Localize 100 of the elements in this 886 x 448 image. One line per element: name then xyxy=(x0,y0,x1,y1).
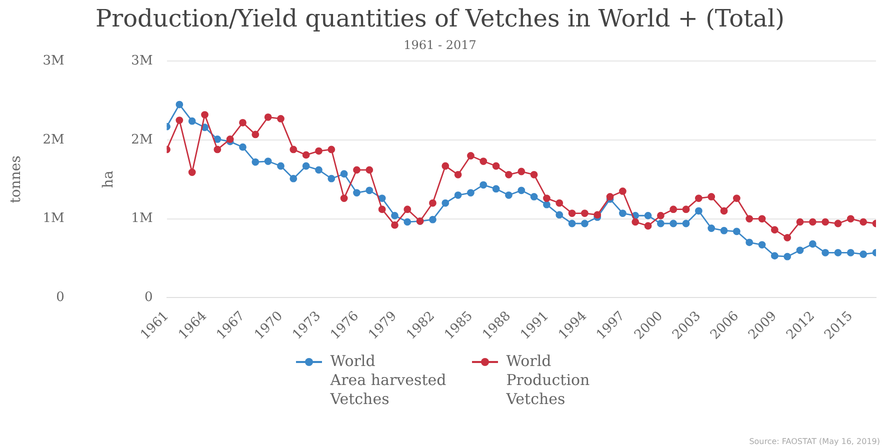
point xyxy=(530,170,538,178)
point xyxy=(784,252,792,260)
point xyxy=(619,188,626,195)
point xyxy=(746,238,754,246)
point xyxy=(302,162,310,170)
point xyxy=(277,115,284,122)
point xyxy=(732,194,740,202)
point xyxy=(505,191,512,199)
point xyxy=(846,215,854,222)
point xyxy=(694,194,702,202)
point xyxy=(226,136,234,143)
point xyxy=(834,220,842,228)
point xyxy=(720,207,728,215)
point xyxy=(404,206,412,214)
legend-label: World Area harvested Vetches xyxy=(330,352,446,409)
point xyxy=(732,228,740,236)
point xyxy=(860,218,868,226)
point xyxy=(708,193,716,200)
point xyxy=(340,170,348,178)
point xyxy=(480,158,488,165)
point xyxy=(391,221,398,229)
point xyxy=(176,100,184,108)
y-tick-label: 3M xyxy=(42,54,64,69)
point xyxy=(632,218,640,226)
point xyxy=(264,113,272,121)
point xyxy=(353,189,360,196)
point xyxy=(315,166,322,174)
point xyxy=(239,143,246,151)
point xyxy=(556,199,564,207)
point xyxy=(467,152,474,160)
point xyxy=(656,212,664,220)
y-axis-title: tonnes xyxy=(8,156,24,204)
point xyxy=(860,250,868,258)
y-tick-label: 2M xyxy=(42,132,64,148)
point xyxy=(480,181,488,189)
point xyxy=(328,146,336,154)
point xyxy=(492,185,500,193)
point xyxy=(784,234,792,242)
point xyxy=(214,136,222,143)
point xyxy=(543,200,550,208)
point xyxy=(442,199,450,207)
point xyxy=(429,216,436,224)
point xyxy=(442,162,450,170)
point xyxy=(543,194,550,202)
point xyxy=(302,151,310,159)
point xyxy=(720,226,728,234)
point xyxy=(796,218,804,226)
point xyxy=(518,186,526,194)
point xyxy=(834,248,842,256)
point xyxy=(467,189,474,196)
point xyxy=(328,174,336,182)
point xyxy=(581,210,588,217)
point xyxy=(682,220,690,228)
point xyxy=(619,210,626,217)
point xyxy=(846,248,854,256)
point xyxy=(746,215,754,222)
point xyxy=(606,193,614,200)
legend-label: World Production Vetches xyxy=(506,352,590,409)
point xyxy=(378,194,386,202)
point xyxy=(758,241,766,248)
y-tick-label: 0 xyxy=(56,290,64,305)
point xyxy=(252,130,260,138)
point xyxy=(822,218,830,226)
point xyxy=(556,211,564,219)
point xyxy=(391,212,398,220)
point xyxy=(770,252,778,260)
point xyxy=(454,170,462,178)
y2-tick-label: 1M xyxy=(131,211,153,226)
point xyxy=(530,193,538,200)
point xyxy=(252,158,260,166)
point xyxy=(656,220,664,228)
point xyxy=(796,246,804,254)
point xyxy=(214,146,222,154)
chart-title: Production/Yield quantities of Vetches in World + (Total) xyxy=(95,4,785,33)
point xyxy=(366,166,374,174)
point xyxy=(176,116,184,124)
point xyxy=(682,206,690,214)
point xyxy=(277,162,284,170)
point xyxy=(808,218,816,226)
point xyxy=(644,222,652,230)
point xyxy=(518,168,526,176)
point xyxy=(378,206,386,214)
point xyxy=(404,218,412,226)
chart-subtitle: 1961 - 2017 xyxy=(404,38,476,52)
point xyxy=(568,210,576,217)
y2-axis-title: ha xyxy=(100,170,116,188)
point xyxy=(366,186,374,194)
point xyxy=(492,162,500,170)
point xyxy=(594,211,602,219)
point xyxy=(708,224,716,232)
point xyxy=(670,220,678,228)
point xyxy=(188,168,196,176)
y-tick-label: 1M xyxy=(42,211,64,226)
y2-tick-label: 0 xyxy=(144,290,153,305)
point xyxy=(315,147,322,155)
point xyxy=(454,191,462,199)
y2-tick-label: 2M xyxy=(131,132,153,148)
point xyxy=(822,248,830,256)
point xyxy=(264,158,272,165)
point xyxy=(340,194,348,202)
